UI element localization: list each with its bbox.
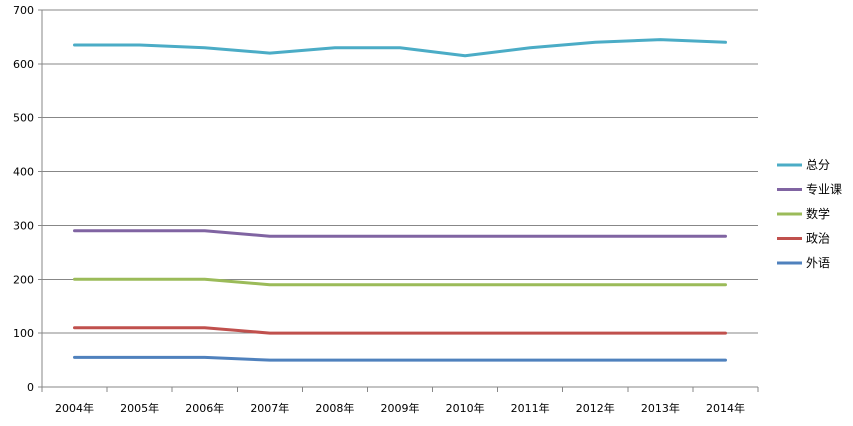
x-tick-label: 2006年 [185,401,224,415]
x-tick-label: 2008年 [315,401,354,415]
legend-label: 数学 [806,206,830,221]
x-tick-label: 2013年 [641,401,680,415]
x-tick-label: 2004年 [55,401,94,415]
x-tick-label: 2005年 [120,401,159,415]
legend-label: 总分 [806,158,830,172]
y-tick-label: 300 [13,219,34,232]
series-line [73,355,727,362]
x-tick-label: 2009年 [381,401,420,415]
series-lines [73,38,727,362]
x-tick-label: 2007年 [250,401,289,415]
y-tick-label: 200 [13,273,34,286]
x-tick-label: 2010年 [446,401,485,415]
x-tick-label: 2014年 [706,401,745,415]
y-tick-label: 0 [27,381,34,394]
legend-label: 专业课 [806,182,842,197]
legend-label: 外语 [806,256,830,270]
y-tick-label: 600 [13,58,34,71]
series-line [73,326,727,335]
y-axis: 0 100 200 300 400 500 600 700 [13,4,43,394]
series-line [73,229,727,238]
x-tick-label: 2012年 [576,401,615,415]
series-line [73,38,727,58]
series-line [73,277,727,287]
x-tick-label: 2011年 [511,401,550,415]
legend-label: 政治 [806,232,830,246]
y-tick-label: 500 [13,112,34,125]
y-tick-label: 700 [13,4,34,17]
y-tick-label: 400 [13,166,34,179]
x-axis: 2004年 2005年 2006年 2007年 2008年 2009年 2010年 2011年… [41,386,759,415]
y-tick-label: 100 [13,327,34,340]
